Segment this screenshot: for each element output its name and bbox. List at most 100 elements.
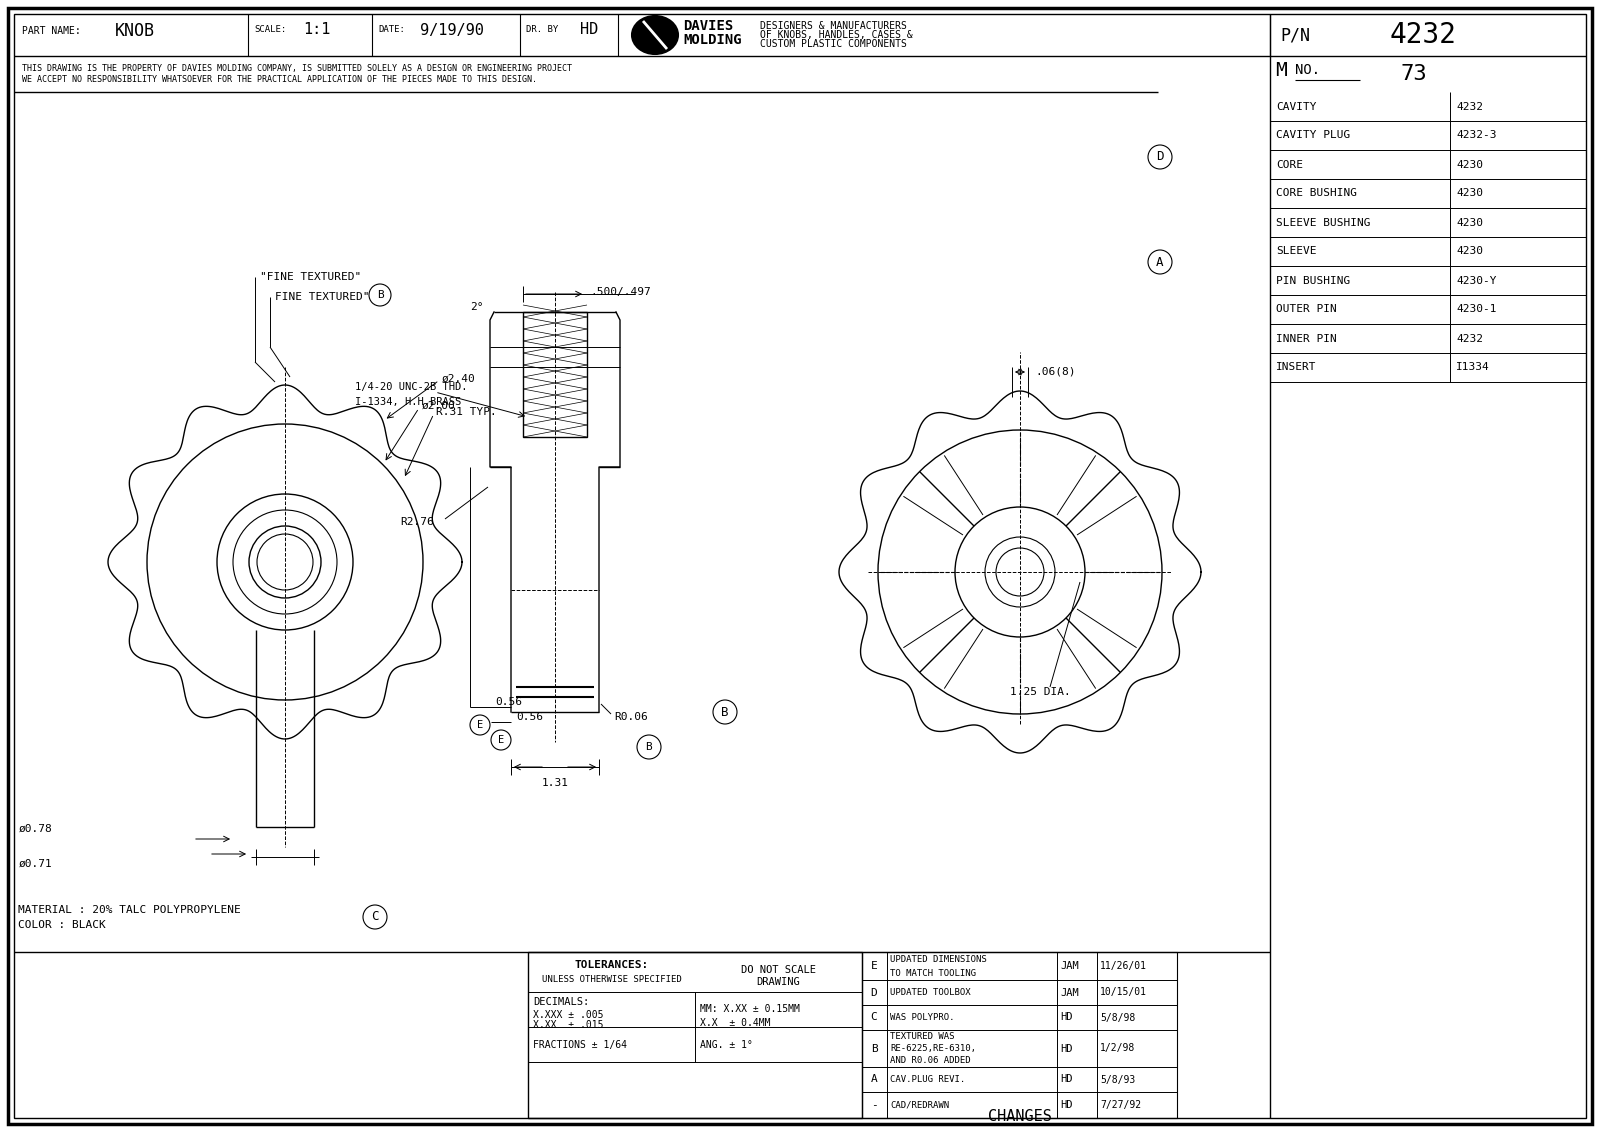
Text: I1334: I1334 xyxy=(1456,362,1490,372)
Text: 2°: 2° xyxy=(470,302,483,312)
Text: C: C xyxy=(870,1012,877,1022)
Text: ANG. ± 1°: ANG. ± 1° xyxy=(701,1040,754,1050)
Text: E: E xyxy=(498,735,504,745)
Text: PART NAME:: PART NAME: xyxy=(22,26,80,36)
Text: 1/4-20 UNC-2B THD.: 1/4-20 UNC-2B THD. xyxy=(355,381,467,392)
Text: 1/2/98: 1/2/98 xyxy=(1101,1044,1136,1054)
Text: FINE TEXTURED": FINE TEXTURED" xyxy=(275,292,370,302)
Text: X.XX  ± .015: X.XX ± .015 xyxy=(533,1020,603,1030)
Text: SLEEVE BUSHING: SLEEVE BUSHING xyxy=(1277,217,1371,228)
Text: TO MATCH TOOLING: TO MATCH TOOLING xyxy=(890,969,976,978)
Text: CAVITY: CAVITY xyxy=(1277,102,1317,111)
Text: M: M xyxy=(1275,60,1286,79)
Text: UNLESS OTHERWISE SPECIFIED: UNLESS OTHERWISE SPECIFIED xyxy=(542,975,682,984)
Text: 11/26/01: 11/26/01 xyxy=(1101,961,1147,971)
Text: B: B xyxy=(376,290,384,300)
Text: INSERT: INSERT xyxy=(1277,362,1317,372)
Text: DRAWING: DRAWING xyxy=(757,977,800,987)
Text: WE ACCEPT NO RESPONSIBILITY WHATSOEVER FOR THE PRACTICAL APPLICATION OF THE PIEC: WE ACCEPT NO RESPONSIBILITY WHATSOEVER F… xyxy=(22,75,538,84)
Text: E: E xyxy=(870,961,877,971)
Text: 5/8/98: 5/8/98 xyxy=(1101,1012,1136,1022)
Text: CORE: CORE xyxy=(1277,160,1302,170)
Text: DO NOT SCALE: DO NOT SCALE xyxy=(741,964,816,975)
Text: R.31 TYP.: R.31 TYP. xyxy=(435,406,496,417)
Text: FRACTIONS ± 1/64: FRACTIONS ± 1/64 xyxy=(533,1040,627,1050)
Text: HD: HD xyxy=(1059,1044,1072,1054)
Text: SLEEVE: SLEEVE xyxy=(1277,247,1317,257)
Bar xyxy=(862,952,1178,1118)
Text: INNER PIN: INNER PIN xyxy=(1277,334,1336,343)
Text: 10/15/01: 10/15/01 xyxy=(1101,987,1147,997)
Text: .06(8): .06(8) xyxy=(1035,367,1075,377)
Text: DATE:: DATE: xyxy=(378,26,405,34)
Text: 0.56: 0.56 xyxy=(515,712,542,722)
Text: 4232-3: 4232-3 xyxy=(1456,130,1496,140)
Text: MATERIAL : 20% TALC POLYPROPYLENE: MATERIAL : 20% TALC POLYPROPYLENE xyxy=(18,904,240,915)
Text: HD: HD xyxy=(1059,1074,1072,1084)
Text: OF KNOBS, HANDLES, CASES &: OF KNOBS, HANDLES, CASES & xyxy=(760,31,912,40)
Text: UPDATED DIMENSIONS: UPDATED DIMENSIONS xyxy=(890,954,987,963)
Bar xyxy=(523,312,587,437)
Text: MM: X.XX ± 0.15MM: MM: X.XX ± 0.15MM xyxy=(701,1004,800,1014)
Text: HD: HD xyxy=(1059,1100,1072,1110)
Text: .500/.497: .500/.497 xyxy=(590,288,651,297)
Text: R0.06: R0.06 xyxy=(614,712,648,722)
Text: RE-6225,RE-6310,: RE-6225,RE-6310, xyxy=(890,1044,976,1053)
Text: 4232: 4232 xyxy=(1390,22,1458,49)
Text: NO.: NO. xyxy=(1294,63,1320,77)
Text: CAV.PLUG REVI.: CAV.PLUG REVI. xyxy=(890,1075,965,1084)
Text: COLOR : BLACK: COLOR : BLACK xyxy=(18,920,106,931)
Text: JAM: JAM xyxy=(1059,987,1078,997)
Text: ø2.40: ø2.40 xyxy=(442,374,475,384)
Text: HD: HD xyxy=(1059,1012,1072,1022)
Text: KNOB: KNOB xyxy=(115,22,155,40)
Text: A: A xyxy=(1157,256,1163,268)
Text: "FINE TEXTURED": "FINE TEXTURED" xyxy=(259,272,362,282)
Text: UPDATED TOOLBOX: UPDATED TOOLBOX xyxy=(890,988,971,997)
Text: P/N: P/N xyxy=(1280,26,1310,44)
Text: C: C xyxy=(371,910,379,924)
Text: 4230: 4230 xyxy=(1456,189,1483,198)
Text: 4232: 4232 xyxy=(1456,102,1483,111)
Text: CAVITY PLUG: CAVITY PLUG xyxy=(1277,130,1350,140)
Text: ø0.78: ø0.78 xyxy=(19,824,53,834)
Text: HD: HD xyxy=(579,23,598,37)
Text: CHANGES: CHANGES xyxy=(987,1109,1051,1124)
Text: SCALE:: SCALE: xyxy=(254,26,286,34)
Text: MOLDING: MOLDING xyxy=(683,33,742,48)
Text: DAVIES: DAVIES xyxy=(683,19,733,33)
Text: 4230-Y: 4230-Y xyxy=(1456,275,1496,285)
Text: 1:1: 1:1 xyxy=(302,23,330,37)
Text: 9/19/90: 9/19/90 xyxy=(419,23,483,37)
Text: TOLERANCES:: TOLERANCES: xyxy=(574,960,648,970)
Text: 1.25 DIA.: 1.25 DIA. xyxy=(1010,687,1070,697)
Text: OUTER PIN: OUTER PIN xyxy=(1277,305,1336,315)
Text: 73: 73 xyxy=(1400,65,1427,84)
Text: X.X  ± 0.4MM: X.X ± 0.4MM xyxy=(701,1018,771,1028)
Ellipse shape xyxy=(632,16,678,54)
Text: B: B xyxy=(722,705,728,719)
Text: 7/27/92: 7/27/92 xyxy=(1101,1100,1141,1110)
Text: WAS POLYPRO.: WAS POLYPRO. xyxy=(890,1013,955,1022)
Text: 4230-1: 4230-1 xyxy=(1456,305,1496,315)
Text: D: D xyxy=(870,987,877,997)
Text: CUSTOM PLASTIC COMPONENTS: CUSTOM PLASTIC COMPONENTS xyxy=(760,38,907,49)
Text: 1.31: 1.31 xyxy=(541,778,568,788)
Bar xyxy=(528,952,862,1118)
Text: CAD/REDRAWN: CAD/REDRAWN xyxy=(890,1100,949,1109)
Text: I-1334, H.H.BRASS: I-1334, H.H.BRASS xyxy=(355,397,461,408)
Text: -: - xyxy=(870,1100,877,1110)
Text: ø0.71: ø0.71 xyxy=(19,859,53,869)
Text: D: D xyxy=(1157,151,1163,163)
Text: DESIGNERS & MANUFACTURERS: DESIGNERS & MANUFACTURERS xyxy=(760,22,907,31)
Text: B: B xyxy=(646,741,653,752)
Text: 0.56: 0.56 xyxy=(494,697,522,708)
Text: ø2.00: ø2.00 xyxy=(422,401,456,411)
Text: A: A xyxy=(870,1074,877,1084)
Text: 4230: 4230 xyxy=(1456,160,1483,170)
Text: PIN BUSHING: PIN BUSHING xyxy=(1277,275,1350,285)
Text: R2.76: R2.76 xyxy=(400,517,434,528)
Text: DR. BY: DR. BY xyxy=(526,26,558,34)
Text: AND R0.06 ADDED: AND R0.06 ADDED xyxy=(890,1056,971,1065)
Text: 5/8/93: 5/8/93 xyxy=(1101,1074,1136,1084)
